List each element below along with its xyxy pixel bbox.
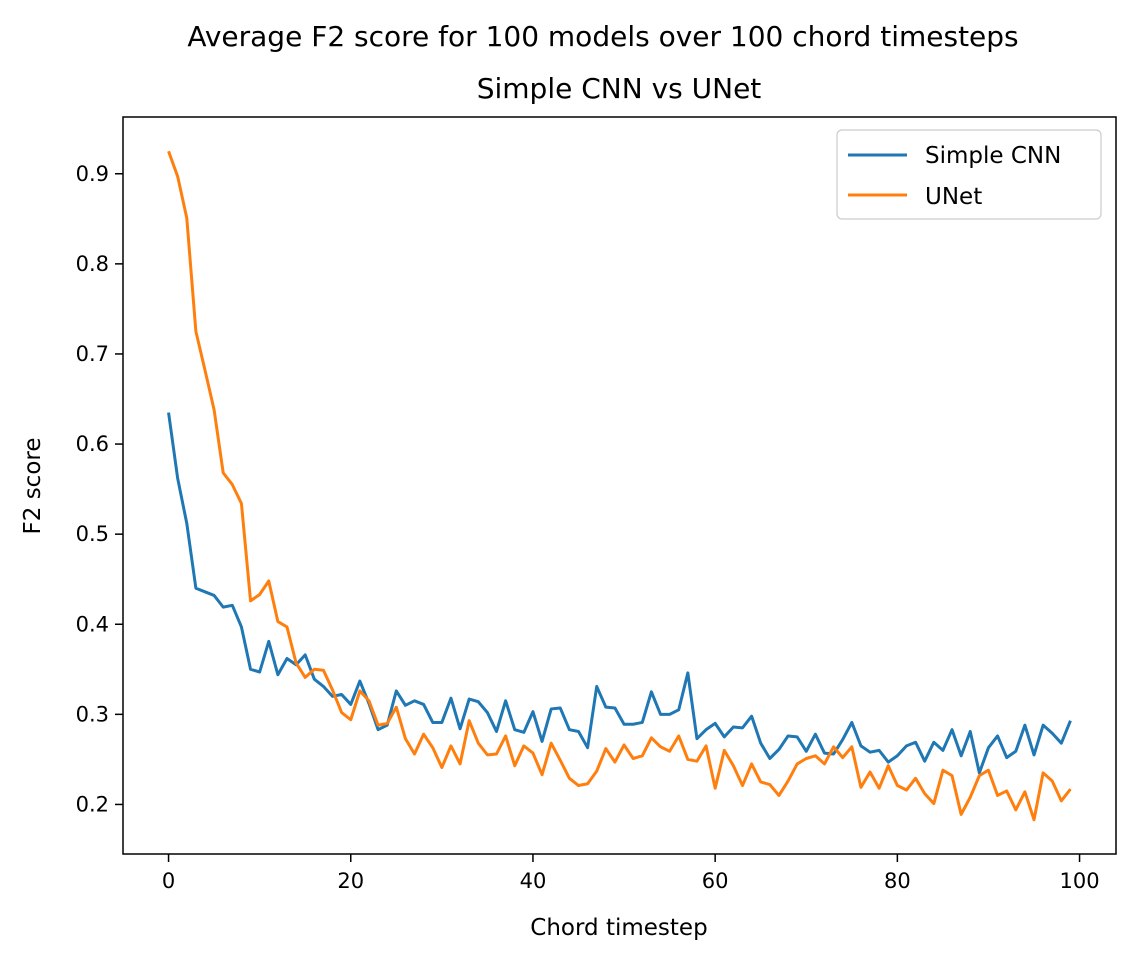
- x-tick-label: 20: [337, 869, 364, 893]
- chart-title: Average F2 score for 100 models over 100…: [187, 20, 1018, 53]
- x-tick-label: 100: [1060, 869, 1100, 893]
- y-tick-label: 0.4: [76, 612, 109, 636]
- x-tick-label: 40: [520, 869, 547, 893]
- legend-label-unet: UNet: [925, 184, 982, 210]
- y-tick-label: 0.7: [76, 342, 109, 366]
- series-line-unet: [167, 150, 1072, 822]
- chart-subtitle: Simple CNN vs UNet: [477, 72, 762, 105]
- x-axis-label: Chord timestep: [530, 915, 707, 941]
- y-tick-label: 0.8: [76, 252, 109, 276]
- y-tick-label: 0.3: [76, 702, 109, 726]
- plot-area: [167, 150, 1072, 822]
- y-tick-label: 0.9: [76, 162, 109, 186]
- y-tick-label: 0.6: [76, 432, 109, 456]
- x-axis: 0 20 40 60 80 100: [162, 854, 1100, 893]
- y-tick-label: 0.2: [76, 792, 109, 816]
- y-axis-label: F2 score: [20, 438, 46, 535]
- legend: Simple CNN UNet: [836, 129, 1102, 220]
- plot-frame: [122, 116, 1117, 855]
- legend-box: [836, 129, 1102, 220]
- x-tick-label: 0: [162, 869, 175, 893]
- legend-label-simple-cnn: Simple CNN: [925, 143, 1061, 169]
- x-tick-label: 60: [702, 869, 729, 893]
- y-axis: 0.2 0.3 0.4 0.5 0.6 0.7 0.8 0.9: [76, 162, 123, 816]
- series-line-simple-cnn: [167, 412, 1072, 775]
- x-tick-label: 80: [884, 869, 911, 893]
- y-tick-label: 0.5: [76, 522, 109, 546]
